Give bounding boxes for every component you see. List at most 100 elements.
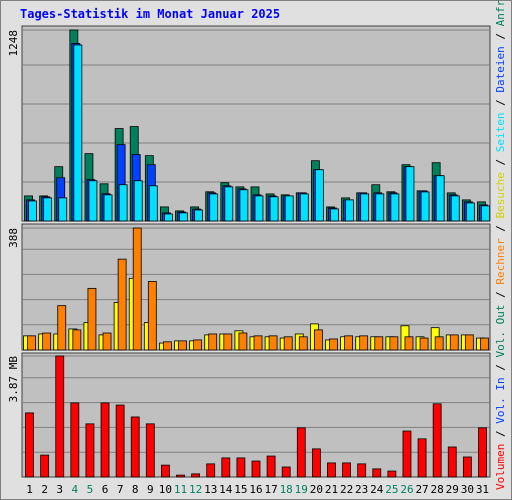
legend-separator: /: [494, 358, 507, 378]
bar: [193, 339, 203, 351]
x-tick-label: 13: [204, 483, 217, 496]
bar: [269, 196, 279, 222]
bar: [72, 329, 82, 351]
x-tick-label: 17: [264, 483, 277, 496]
bar: [57, 305, 67, 351]
bar: [419, 337, 429, 351]
y-tick-label: 388: [7, 228, 20, 248]
bar: [239, 189, 249, 222]
plot-area: [21, 223, 491, 351]
bar: [372, 468, 382, 478]
bar: [102, 332, 112, 351]
legend-entry: Anfragen: [494, 0, 507, 26]
bar: [55, 355, 65, 478]
bar: [390, 193, 400, 222]
bar: [221, 457, 231, 478]
bar: [223, 333, 233, 351]
legend-separator: /: [494, 424, 507, 444]
x-tick-label: 14: [219, 483, 233, 496]
bar: [28, 200, 37, 222]
bar: [27, 335, 36, 351]
bar: [329, 338, 338, 351]
x-tick-label: 27: [415, 483, 428, 496]
legend-entry: Dateien: [494, 46, 507, 92]
bar: [145, 423, 155, 478]
bar: [432, 403, 442, 478]
bar: [465, 202, 475, 222]
bar: [357, 463, 367, 478]
x-tick-label: 8: [132, 483, 139, 496]
bar: [283, 336, 293, 351]
bar: [87, 287, 97, 351]
x-tick-label: 11: [174, 483, 187, 496]
bar: [191, 473, 201, 478]
bar: [435, 175, 445, 222]
bar: [284, 195, 294, 222]
y-tick-label: 3.87 MB: [7, 356, 20, 403]
bar: [420, 191, 430, 222]
bar: [88, 180, 98, 222]
x-tick-label: 23: [355, 483, 368, 496]
legend: Volumen / Vol. In / Vol. Out / Rechner /…: [494, 0, 507, 490]
legend-separator: /: [494, 285, 507, 305]
x-tick-label: 31: [476, 483, 489, 496]
bar: [464, 334, 474, 351]
bar: [405, 166, 415, 222]
bar: [132, 227, 142, 351]
x-tick-label: 16: [249, 483, 262, 496]
x-tick-label: 12: [189, 483, 202, 496]
bar: [58, 197, 68, 222]
bar: [40, 454, 50, 478]
bar: [402, 430, 412, 478]
x-tick-label: 18: [280, 483, 293, 496]
bar: [236, 457, 246, 478]
legend-entry: Seiten: [494, 112, 507, 152]
bar: [118, 184, 128, 222]
bar: [480, 337, 489, 351]
x-tick-label: 20: [310, 483, 323, 496]
bar: [344, 335, 353, 351]
bar: [73, 44, 83, 222]
bar: [359, 335, 369, 351]
bar: [100, 402, 110, 478]
legend-separator: /: [494, 26, 507, 46]
bar: [42, 332, 52, 351]
bar: [253, 335, 263, 351]
x-tick-label: 19: [295, 483, 308, 496]
bar: [224, 186, 234, 222]
bar: [478, 427, 487, 478]
bar: [481, 205, 490, 222]
bar: [25, 412, 34, 478]
legend-entry: Rechner: [494, 238, 507, 285]
x-tick-label: 7: [117, 483, 124, 496]
bar: [360, 193, 370, 222]
bar: [133, 180, 143, 222]
bar: [330, 208, 339, 222]
bar: [298, 336, 308, 351]
bar: [389, 336, 399, 351]
bar: [327, 462, 336, 478]
legend-entry: Vol. Out: [494, 305, 507, 358]
bar: [281, 466, 291, 478]
x-tick-label: 29: [446, 483, 459, 496]
bar: [387, 470, 397, 478]
legend-separator: /: [494, 218, 507, 238]
bar: [209, 193, 219, 222]
bar: [179, 212, 188, 222]
legend-entry: Besuche: [494, 172, 507, 218]
bar: [345, 199, 354, 222]
bar: [447, 446, 457, 478]
x-tick-label: 28: [431, 483, 444, 496]
x-tick-label: 21: [325, 483, 338, 496]
bar: [148, 185, 158, 222]
bar: [115, 404, 125, 478]
bar: [313, 329, 323, 351]
x-tick-label: 30: [461, 483, 474, 496]
x-tick-label: 4: [72, 483, 79, 496]
bar: [462, 456, 472, 478]
plot-area: [21, 352, 491, 478]
legend-entry: Volumen: [494, 444, 507, 490]
x-tick-label: 26: [400, 483, 413, 496]
